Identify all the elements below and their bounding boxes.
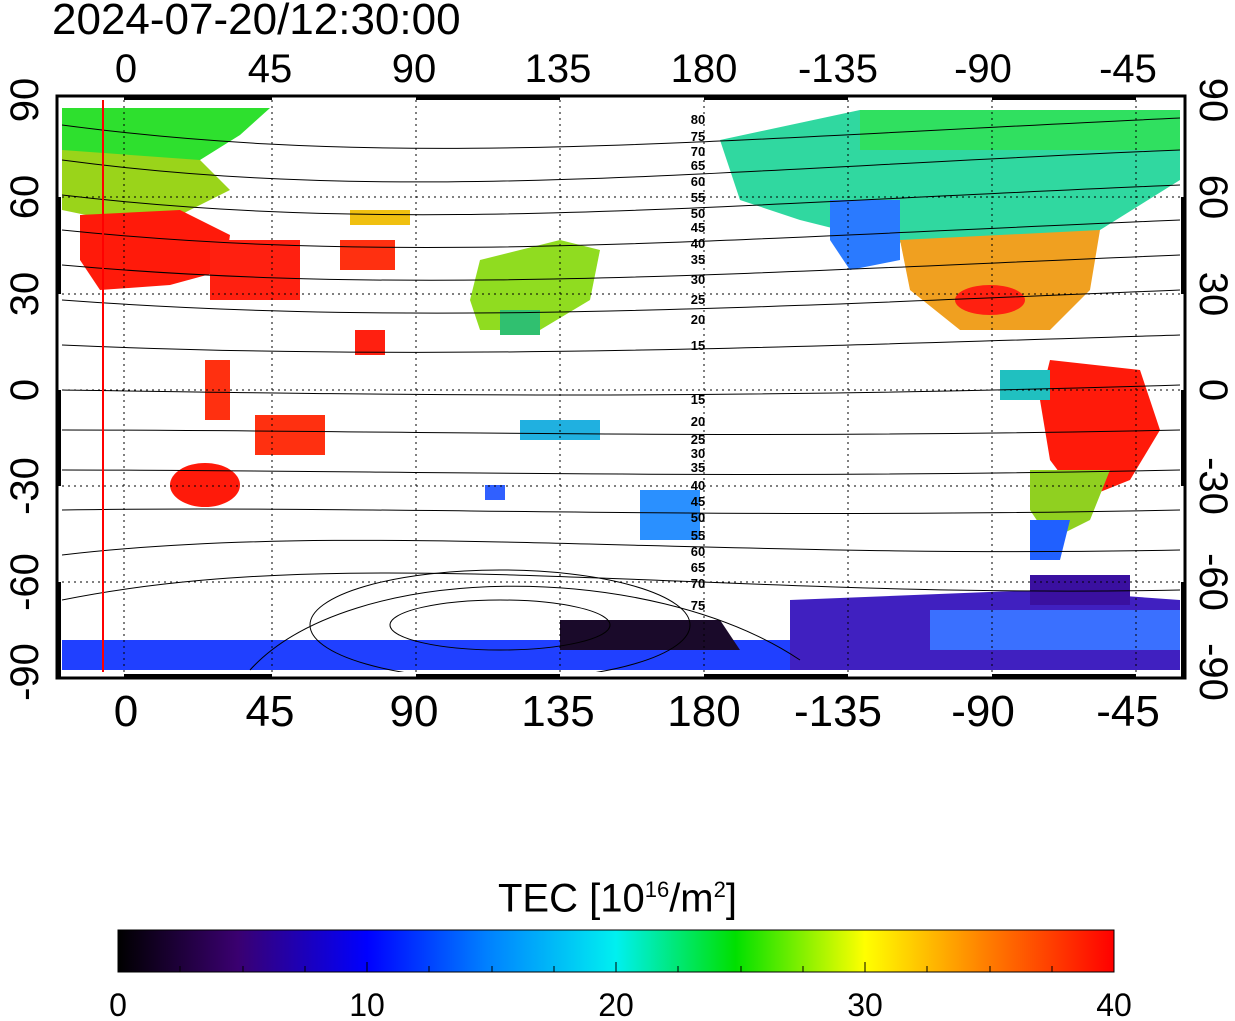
contour-label: 20 bbox=[691, 414, 705, 429]
lon-label: -135 bbox=[794, 687, 882, 736]
left-lat-labels: 90 60 30 0 -30 -60 -90 bbox=[3, 78, 47, 701]
colorbar-title-exponent2: 2 bbox=[713, 877, 726, 902]
contour-labels-south: 15 20 25 30 35 40 45 50 55 60 65 70 75 bbox=[691, 392, 705, 613]
lon-label: -45 bbox=[1096, 687, 1160, 736]
lat-label: -90 bbox=[1191, 643, 1235, 701]
lon-label: 90 bbox=[390, 687, 439, 736]
lat-label: -60 bbox=[1191, 553, 1235, 611]
colorbar-tick-label: 30 bbox=[847, 987, 883, 1021]
lat-label: 90 bbox=[1191, 78, 1235, 123]
contour-label: 60 bbox=[691, 544, 705, 559]
colorbar-title-suffix: ] bbox=[725, 876, 737, 921]
lon-label: 135 bbox=[521, 687, 594, 736]
axis-ticks bbox=[57, 96, 1185, 678]
contour-label: 35 bbox=[691, 460, 705, 475]
colorbar-tick-label: 10 bbox=[349, 987, 385, 1021]
lon-label: 0 bbox=[114, 687, 138, 736]
colorbar-tick-label: 20 bbox=[598, 987, 634, 1021]
lon-label: -90 bbox=[954, 47, 1012, 91]
bottom-lon-labels: 0 45 90 135 180 -135 -90 -45 bbox=[114, 687, 1160, 736]
colorbar-title-unit: /m bbox=[669, 876, 714, 921]
contour-label: 25 bbox=[691, 292, 705, 307]
contour-lines bbox=[62, 117, 1180, 672]
contour-label: 70 bbox=[691, 144, 705, 159]
contour-label: 30 bbox=[691, 446, 705, 461]
lat-label: 30 bbox=[3, 272, 47, 317]
contour-label: 40 bbox=[691, 478, 705, 493]
top-lon-labels: 0 45 90 135 180 -135 -90 -45 bbox=[115, 47, 1157, 91]
contour-label: 30 bbox=[691, 272, 705, 287]
colorbar-title: TEC [1016/m2] bbox=[0, 866, 1235, 922]
tec-data-layer bbox=[62, 108, 1180, 670]
lat-label: -90 bbox=[3, 643, 47, 701]
contour-label: 75 bbox=[691, 129, 705, 144]
lon-label: -135 bbox=[798, 47, 878, 91]
lat-label: 30 bbox=[1191, 272, 1235, 317]
lon-label: 90 bbox=[392, 47, 437, 91]
lon-label: -90 bbox=[951, 687, 1015, 736]
lat-label: 0 bbox=[1191, 379, 1235, 401]
contour-label: 55 bbox=[691, 528, 705, 543]
colorbar-title-exponent: 16 bbox=[644, 877, 670, 902]
lon-label: 180 bbox=[671, 47, 738, 91]
colorbar-title-prefix: TEC [10 bbox=[497, 876, 645, 921]
colorbar-ticks bbox=[179, 962, 1053, 972]
lat-label: -60 bbox=[3, 553, 47, 611]
contour-label: 80 bbox=[691, 112, 705, 127]
lat-label: 60 bbox=[3, 175, 47, 220]
contour-label: 40 bbox=[691, 236, 705, 251]
colorbar-tick-label: 0 bbox=[109, 987, 127, 1021]
lat-label: 60 bbox=[1191, 175, 1235, 220]
contour-label: 35 bbox=[691, 252, 705, 267]
contour-label: 50 bbox=[691, 206, 705, 221]
contour-label: 70 bbox=[691, 576, 705, 591]
contour-label: 15 bbox=[691, 392, 705, 407]
colorbar-tick-labels: 0 10 20 30 40 bbox=[109, 987, 1132, 1021]
contour-label: 45 bbox=[691, 494, 705, 509]
right-lat-labels: 90 60 30 0 -30 -60 -90 bbox=[1191, 78, 1235, 701]
contour-label: 65 bbox=[691, 158, 705, 173]
contour-labels-north: 80 75 70 65 60 55 50 45 40 35 30 25 20 1… bbox=[691, 112, 705, 353]
lon-label: 135 bbox=[525, 47, 592, 91]
colorbar-tick-label: 40 bbox=[1096, 987, 1132, 1021]
contour-label: 25 bbox=[691, 432, 705, 447]
lat-label: -30 bbox=[1191, 457, 1235, 515]
colorbar-gradient bbox=[117, 929, 1115, 973]
grid-lines bbox=[62, 100, 1180, 672]
contour-label: 45 bbox=[691, 220, 705, 235]
map-timestamp: 2024-07-20/12:30:00 bbox=[52, 0, 461, 44]
contour-label: 55 bbox=[691, 190, 705, 205]
lat-label: 0 bbox=[3, 379, 47, 401]
lon-label: 0 bbox=[115, 47, 137, 91]
lon-label: -45 bbox=[1099, 47, 1157, 91]
lon-label: 180 bbox=[667, 687, 740, 736]
contour-label: 65 bbox=[691, 560, 705, 575]
contour-label: 15 bbox=[691, 338, 705, 353]
lat-label: -30 bbox=[3, 457, 47, 515]
lon-label: 45 bbox=[248, 47, 293, 91]
contour-label: 75 bbox=[691, 598, 705, 613]
lon-label: 45 bbox=[246, 687, 295, 736]
lat-label: 90 bbox=[3, 78, 47, 123]
contour-label: 50 bbox=[691, 510, 705, 525]
contour-label: 20 bbox=[691, 312, 705, 327]
contour-label: 60 bbox=[691, 174, 705, 189]
